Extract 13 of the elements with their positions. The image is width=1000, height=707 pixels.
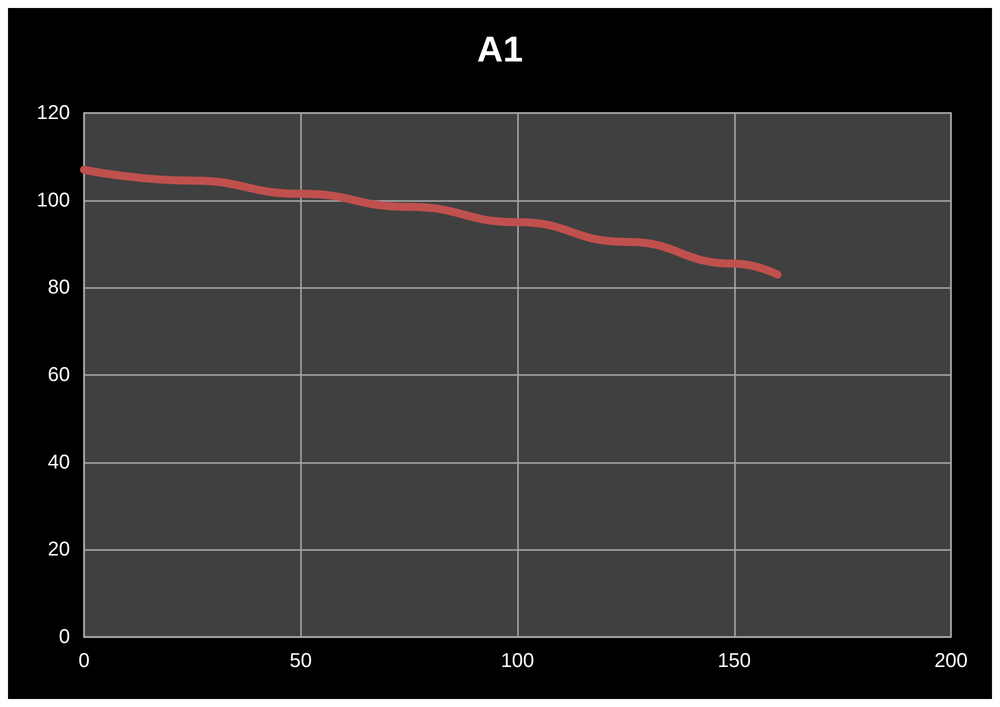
chart-title: A1 — [476, 28, 524, 70]
y-tick-label: 120 — [36, 102, 70, 124]
y-tick-label: 100 — [36, 189, 70, 212]
x-tick-label: 50 — [290, 650, 312, 672]
x-tick-label: 200 — [934, 650, 968, 672]
y-tick-label: 40 — [48, 451, 70, 474]
y-tick-label: 0 — [58, 626, 70, 648]
x-tick-label: 0 — [78, 650, 90, 672]
y-tick-label: 80 — [48, 276, 70, 299]
y-tick-label: 60 — [48, 364, 70, 386]
x-tick-label: 150 — [718, 650, 751, 672]
x-tick-label: 100 — [500, 650, 534, 672]
y-tick-label: 20 — [48, 538, 70, 561]
